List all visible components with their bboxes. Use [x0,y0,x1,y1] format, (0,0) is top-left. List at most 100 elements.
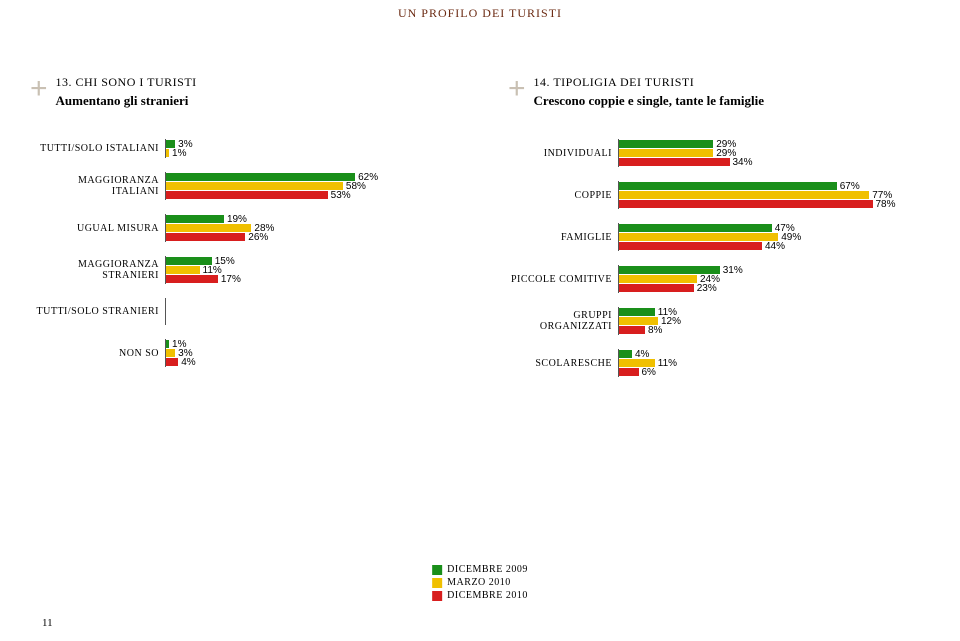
bar-value-label: 6% [642,367,656,378]
bars-wrap: 31%24%23% [618,265,930,293]
bar-fill [619,140,713,148]
bars-wrap: 62%58%53% [165,172,480,200]
bar: 3% [166,140,480,148]
bar-value-label: 53% [331,190,351,201]
bar-fill [619,242,762,250]
chart-row: PICCOLE COMITIVE31%24%23% [508,265,930,293]
bars-wrap: 1%3%4% [165,339,480,367]
bar-value-label: 26% [248,232,268,243]
bar: 1% [166,340,480,348]
bar: 8% [619,326,930,334]
chart-row: MAGGIORANZA STRANIERI15%11%17% [30,256,480,284]
bar: 44% [619,242,930,250]
bar-value-label: 4% [181,357,195,368]
bar: 26% [166,233,480,241]
bar-value-label: 78% [876,199,896,210]
legend-item: DICEMBRE 2010 [432,590,528,601]
left-chart: TUTTI/SOLO ISTALIANI3%1%MAGGIORANZA ITAL… [30,139,480,367]
row-label: COPPIE [508,190,618,201]
bar: 29% [619,149,930,157]
bar-fill [619,200,873,208]
bar-fill [166,358,178,366]
bar-value-label: 17% [221,274,241,285]
bar: 1% [166,149,480,157]
bar: 78% [619,200,930,208]
bar-value-label: 19% [227,214,247,225]
legend-swatch [432,578,442,588]
bar: 47% [619,224,930,232]
bars-wrap: 15%11%17% [165,256,480,284]
row-label: TUTTI/SOLO STRANIERI [30,306,165,317]
bar: 6% [619,368,930,376]
bar: 12% [619,317,930,325]
bar-fill [166,173,355,181]
legend-item: MARZO 2010 [432,577,528,588]
bar-fill [166,275,218,283]
bar-fill [619,284,694,292]
chart-row: NON SO1%3%4% [30,339,480,367]
bars-wrap: 29%29%34% [618,139,930,167]
bar: 34% [619,158,930,166]
bar-fill [619,224,772,232]
legend: DICEMBRE 2009MARZO 2010DICEMBRE 2010 [432,562,528,603]
row-label: TUTTI/SOLO ISTALIANI [30,143,165,154]
left-header-sub: Aumentano gli stranieri [56,93,197,109]
right-column: + 14. TIPOLIGIA DEI TURISTI Crescono cop… [480,75,930,391]
right-header: + 14. TIPOLIGIA DEI TURISTI Crescono cop… [508,75,930,109]
bar-value-label: 34% [733,157,753,168]
legend-label: DICEMBRE 2010 [447,590,528,601]
bar-fill [166,191,328,199]
bars-wrap: 67%77%78% [618,181,930,209]
bar-value-label: 8% [648,325,662,336]
bar: 3% [166,349,480,357]
bar-fill [166,149,169,157]
bar-value-label: 12% [661,316,681,327]
bar-fill [619,182,837,190]
bar-fill [619,149,713,157]
bar-fill [166,182,343,190]
row-label: MAGGIORANZA ITALIANI [30,175,165,197]
chart-row: SCOLARESCHE 4% 11%6% [508,349,930,377]
bar: 17% [166,275,480,283]
bar-value-label: 31% [723,265,743,276]
row-label: SCOLARESCHE [508,358,618,369]
bar-fill [619,191,869,199]
plus-icon: + [508,77,526,101]
bars-wrap: 47%49%44% [618,223,930,251]
legend-swatch [432,591,442,601]
left-column: + 13. CHI SONO I TURISTI Aumentano gli s… [30,75,480,391]
bar-fill [619,326,645,334]
row-label: GRUPPI ORGANIZZATI [508,310,618,332]
bar: 19% [166,215,480,223]
bar-value-label: 4% [635,349,649,360]
bar-fill [619,368,639,376]
chart-row: UGUAL MISURA19%28%26% [30,214,480,242]
bar: 24% [619,275,930,283]
bar-fill [619,275,697,283]
bar-fill [619,158,730,166]
content-columns: + 13. CHI SONO I TURISTI Aumentano gli s… [0,75,960,391]
legend-label: MARZO 2010 [447,577,511,588]
bar-value-label: 44% [765,241,785,252]
bars-wrap: 19%28%26% [165,214,480,242]
bar: 58% [166,182,480,190]
bar: 62% [166,173,480,181]
row-label: MAGGIORANZA STRANIERI [30,259,165,281]
row-label: FAMIGLIE [508,232,618,243]
bar-fill [619,308,655,316]
row-label: INDIVIDUALI [508,148,618,159]
chart-row: MAGGIORANZA ITALIANI62%58%53% [30,172,480,200]
bar: 11% [166,266,480,274]
bar-value-label: 23% [697,283,717,294]
bar-fill [166,224,251,232]
bar-value-label: 67% [840,181,860,192]
right-header-sub: Crescono coppie e single, tante le famig… [534,93,764,109]
bar-fill [166,215,224,223]
bar-value-label: 1% [172,148,186,159]
chart-row: TUTTI/SOLO ISTALIANI3%1% [30,139,480,158]
left-header: + 13. CHI SONO I TURISTI Aumentano gli s… [30,75,480,109]
chart-row: COPPIE67%77%78% [508,181,930,209]
bar-value-label: 11% [658,358,677,369]
bar-fill [166,233,245,241]
bar: 31% [619,266,930,274]
